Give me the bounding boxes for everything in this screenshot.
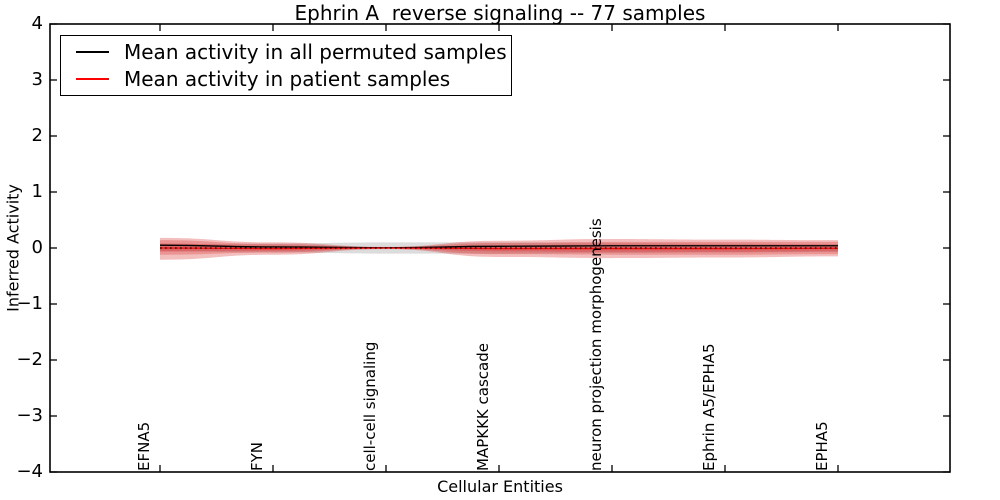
legend-label-permuted: Mean activity in all permuted samples <box>124 39 507 64</box>
band-patient-spread-mid <box>160 240 838 255</box>
y-tick-label: −1 <box>16 293 43 314</box>
legend-black-line-icon <box>76 50 109 53</box>
legend-red-line-icon <box>76 78 109 81</box>
x-tick-label: FYN <box>248 441 266 471</box>
y-tick-label: −4 <box>16 461 43 482</box>
legend-label-patient: Mean activity in patient samples <box>124 67 451 92</box>
y-tick-label: −3 <box>16 405 43 426</box>
x-tick-label: EPHA5 <box>813 421 831 471</box>
x-tick-label: neuron projection morphogenesis <box>587 218 605 471</box>
y-tick-label: 2 <box>31 125 43 146</box>
legend: Mean activity in all permuted samples Me… <box>60 35 512 96</box>
y-tick-label: 4 <box>31 13 43 34</box>
y-tick-label: 1 <box>31 181 43 202</box>
x-tick-label: cell-cell signaling <box>361 341 379 471</box>
x-tick-label: EFNA5 <box>135 421 153 471</box>
x-tick-label: MAPKKK cascade <box>474 343 492 471</box>
y-tick-label: 0 <box>31 237 43 258</box>
x-tick-label: Ephrin A5/EPHA5 <box>700 343 718 471</box>
chart-title: Ephrin A reverse signaling -- 77 samples <box>294 1 706 25</box>
series-line <box>159 244 838 249</box>
x-axis-label: Cellular Entities <box>437 477 563 496</box>
y-tick-label: 3 <box>31 69 43 90</box>
legend-item-permuted: Mean activity in all permuted samples <box>61 40 511 64</box>
y-tick-label: −2 <box>16 349 43 370</box>
legend-item-patient: Mean activity in patient samples <box>61 67 511 91</box>
